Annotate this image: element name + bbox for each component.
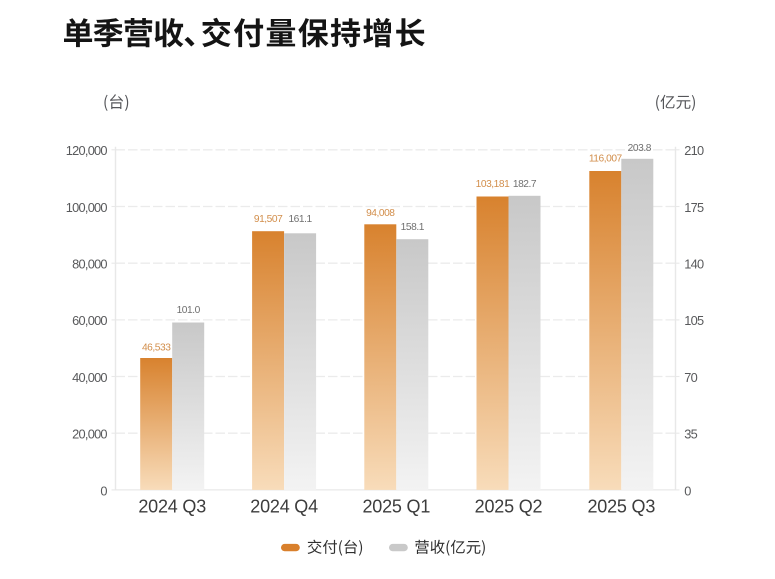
svg-text:2025 Q2: 2025 Q2 bbox=[475, 496, 543, 516]
svg-text:35: 35 bbox=[684, 427, 697, 442]
svg-text:70: 70 bbox=[684, 370, 697, 385]
svg-text:80,000: 80,000 bbox=[72, 257, 107, 272]
svg-text:2025 Q1: 2025 Q1 bbox=[362, 496, 430, 516]
svg-text:94,008: 94,008 bbox=[366, 208, 395, 219]
svg-text:210: 210 bbox=[684, 143, 704, 158]
svg-text:103,181: 103,181 bbox=[476, 179, 510, 190]
svg-text:101.0: 101.0 bbox=[177, 305, 201, 316]
svg-text:20,000: 20,000 bbox=[72, 427, 107, 442]
svg-text:116,007: 116,007 bbox=[589, 154, 623, 165]
svg-text:2025 Q3: 2025 Q3 bbox=[587, 496, 655, 516]
svg-text:40,000: 40,000 bbox=[72, 370, 107, 385]
svg-text:2024 Q4: 2024 Q4 bbox=[250, 496, 318, 516]
svg-text:91,507: 91,507 bbox=[254, 214, 283, 225]
svg-text:105: 105 bbox=[684, 313, 704, 328]
svg-text:0: 0 bbox=[684, 483, 691, 498]
svg-text:161.1: 161.1 bbox=[288, 214, 312, 225]
svg-text:175: 175 bbox=[684, 200, 704, 215]
svg-text:100,000: 100,000 bbox=[66, 200, 108, 215]
svg-text:46,533: 46,533 bbox=[142, 343, 171, 354]
svg-text:203.8: 203.8 bbox=[628, 143, 652, 154]
svg-text:0: 0 bbox=[100, 483, 107, 498]
svg-text:60,000: 60,000 bbox=[72, 313, 107, 328]
svg-text:120,000: 120,000 bbox=[66, 143, 108, 158]
svg-text:158.1: 158.1 bbox=[401, 222, 425, 233]
svg-text:2024 Q3: 2024 Q3 bbox=[138, 496, 206, 516]
svg-text:140: 140 bbox=[684, 257, 704, 272]
svg-text:182.7: 182.7 bbox=[513, 179, 537, 190]
